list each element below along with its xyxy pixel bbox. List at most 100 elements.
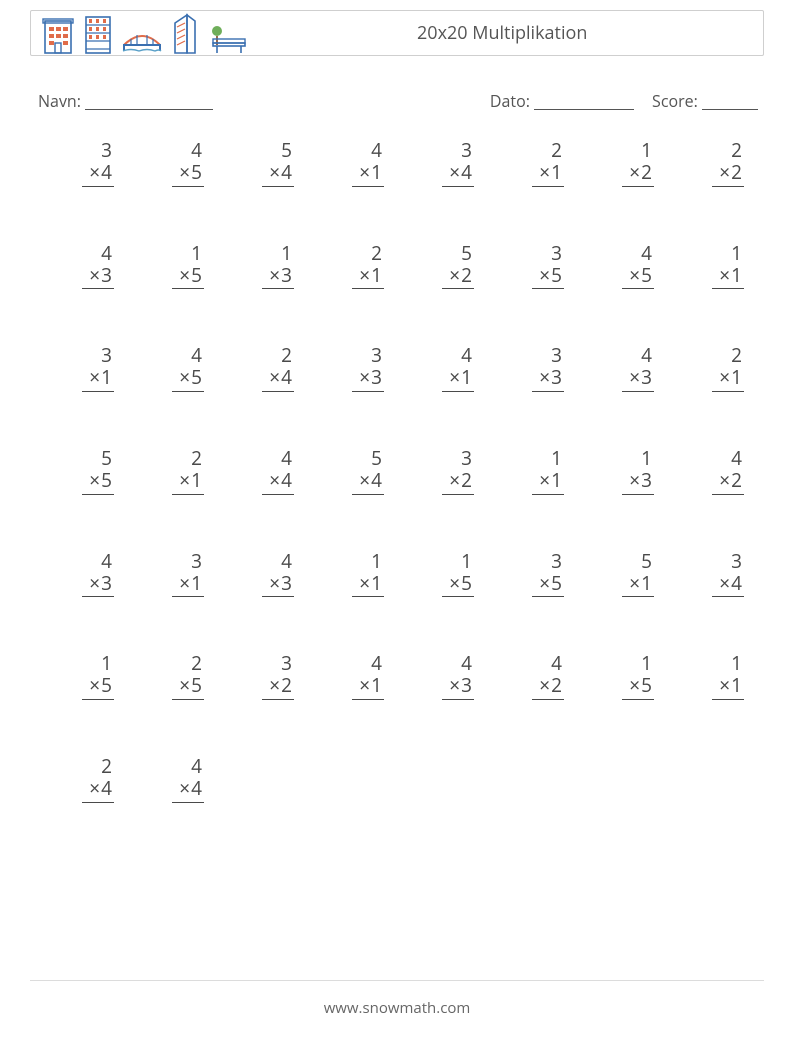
office-building-icon [41,17,75,55]
operator: × [719,159,730,185]
multiplier-row: ×1 [532,470,564,495]
name-blank[interactable] [85,93,213,110]
multiplier-row: ×4 [172,778,204,803]
multiplier-row: ×4 [352,470,384,495]
date-blank[interactable] [534,93,634,110]
multiplier-row: ×5 [172,675,204,700]
multiplier: 3 [641,364,652,390]
multiplier: 3 [641,467,652,493]
multiplier: 2 [731,159,742,185]
multiplication-problem: 5×5 [66,448,114,495]
multiplier: 2 [731,467,742,493]
multiplication-problem: 4×2 [516,653,564,700]
multiplication-problem: 4×3 [66,551,114,598]
multiplier: 1 [371,570,382,596]
operator: × [179,570,190,596]
multiplication-problem: 3×2 [246,653,294,700]
name-label: Navn: [38,90,81,112]
multiplier: 1 [731,672,742,698]
operator: × [359,672,370,698]
multiplication-problem: 4×3 [426,653,474,700]
multiplier-row: ×1 [532,162,564,187]
multiplier-row: ×2 [622,162,654,187]
operator: × [719,262,730,288]
multiplication-problem: 2×4 [66,756,114,803]
multiplier: 1 [371,262,382,288]
operator: × [359,467,370,493]
multiplication-problem: 4×5 [156,345,204,392]
multiplication-problem: 3×1 [156,551,204,598]
date-label: Dato: [490,90,530,112]
multiplication-problem: 1×1 [696,653,744,700]
operator: × [269,467,280,493]
multiplier: 2 [461,467,472,493]
operator: × [539,672,550,698]
multiplication-problem: 4×1 [336,653,384,700]
operator: × [719,467,730,493]
multiplier-row: ×1 [352,573,384,598]
multiplier: 1 [731,262,742,288]
operator: × [629,364,640,390]
multiplier-row: ×1 [712,265,744,290]
operator: × [629,570,640,596]
multiplication-problem: 3×5 [516,243,564,290]
multiplier-row: ×4 [262,470,294,495]
operator: × [179,775,190,801]
multiplication-problem: 1×1 [336,551,384,598]
operator: × [89,467,100,493]
multiplier-row: ×3 [262,573,294,598]
operator: × [449,672,460,698]
multiplier: 1 [551,159,562,185]
multiplier-row: ×1 [82,367,114,392]
multiplication-problem: 3×4 [696,551,744,598]
multiplier-row: ×3 [622,367,654,392]
operator: × [719,364,730,390]
operator: × [179,262,190,288]
multiplier-row: ×3 [442,675,474,700]
multiplier: 5 [641,672,652,698]
operator: × [269,570,280,596]
bridge-icon [121,25,163,55]
multiplier-row: ×5 [622,265,654,290]
multiplication-problem: 3×5 [516,551,564,598]
multiplier-row: ×5 [532,265,564,290]
operator: × [539,159,550,185]
multiplication-problem: 1×3 [606,448,654,495]
multiplier: 3 [101,570,112,596]
score-blank[interactable] [702,93,758,110]
multiplier: 4 [101,159,112,185]
operator: × [269,262,280,288]
multiplier-row: ×5 [82,470,114,495]
multiplier: 2 [281,672,292,698]
operator: × [359,159,370,185]
multiplication-problem: 3×4 [66,140,114,187]
multiplier: 3 [461,672,472,698]
multiplication-problem: 3×4 [426,140,474,187]
multiplication-problem: 1×1 [516,448,564,495]
operator: × [89,672,100,698]
operator: × [359,364,370,390]
operator: × [449,570,460,596]
operator: × [89,775,100,801]
multiplier-row: ×3 [532,367,564,392]
operator: × [89,159,100,185]
multiplication-problem: 2×1 [156,448,204,495]
operator: × [179,467,190,493]
multiplier-row: ×5 [172,265,204,290]
multiplier-row: ×4 [262,367,294,392]
multiplier-row: ×5 [82,675,114,700]
multiplier: 5 [191,672,202,698]
multiplication-problem: 3×1 [66,345,114,392]
operator: × [629,159,640,185]
operator: × [719,570,730,596]
multiplier-row: ×4 [442,162,474,187]
multiplier: 4 [731,570,742,596]
multiplier-row: ×1 [352,162,384,187]
score-label: Score: [652,90,698,112]
multiplier-row: ×1 [622,573,654,598]
operator: × [539,364,550,390]
multiplier-row: ×2 [442,265,474,290]
apartment-icon [83,15,113,55]
multiplier-row: ×4 [712,573,744,598]
multiplier-row: ×5 [622,675,654,700]
